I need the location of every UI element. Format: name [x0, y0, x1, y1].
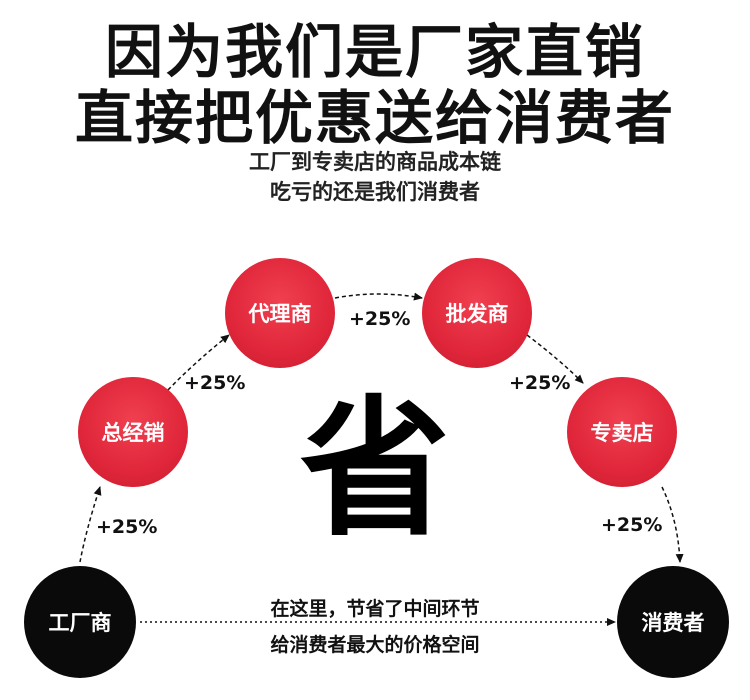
wholesaler-node: 批发商: [422, 258, 532, 368]
factory-node: 工厂商: [24, 566, 136, 678]
arrow-agent-to-wholesale: [334, 292, 423, 301]
headline-line-1: 因为我们是厂家直销: [104, 18, 645, 86]
arrow-store-to-consumer: [661, 486, 684, 563]
store-node: 专卖店: [567, 377, 677, 487]
markup-label: +25%: [184, 372, 246, 394]
markup-label: +25%: [601, 514, 663, 536]
arrow-general-to-agent: [167, 334, 230, 391]
subline-line-2: 吃亏的还是我们消费者: [270, 180, 480, 204]
subline-line-1: 工厂到专卖店的商品成本链: [249, 150, 501, 174]
consumer-node: 消费者: [617, 566, 729, 678]
bottom-note-line-1: 在这里，节省了中间环节: [270, 598, 480, 620]
arrow-wholesale-to-store: [526, 334, 584, 384]
general-distributor-node: 总经销: [78, 377, 188, 487]
center-save-character: 省: [299, 383, 450, 557]
agent-node: 代理商: [225, 258, 335, 368]
bottom-note-line-2: 给消费者最大的价格空间: [270, 634, 480, 656]
markup-label: +25%: [509, 372, 571, 394]
headline-line-2: 直接把优惠送给消费者: [74, 84, 675, 152]
markup-label: +25%: [96, 516, 158, 538]
markup-label: +25%: [349, 308, 411, 330]
arrow-factory-to-general: [79, 486, 102, 563]
